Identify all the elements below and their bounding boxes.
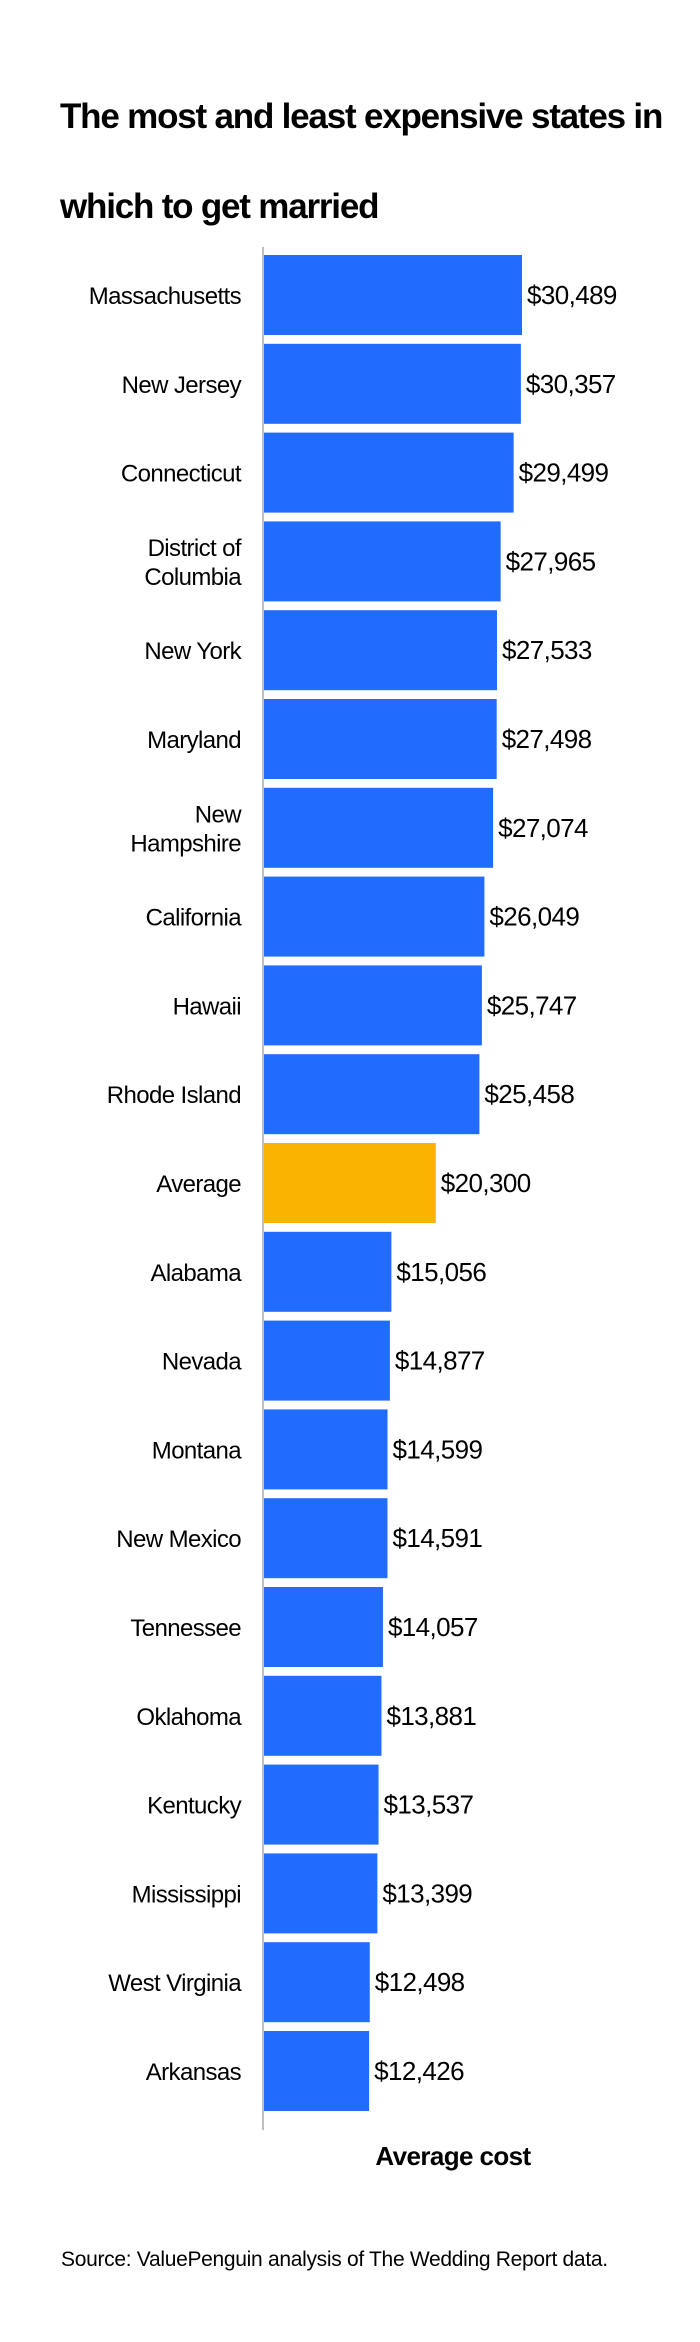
data-label: $12,426 bbox=[374, 2056, 464, 2086]
category-label: Nevada bbox=[162, 1349, 242, 1376]
data-label: $14,591 bbox=[392, 1523, 482, 1553]
category-label: Rhode Island bbox=[107, 1082, 241, 1109]
bar-west-virginia bbox=[264, 1942, 370, 2023]
category-label-line: California bbox=[146, 905, 243, 932]
category-label-line: Alabama bbox=[150, 1260, 242, 1287]
category-label: New Mexico bbox=[116, 1526, 241, 1553]
x-axis-label: Average cost bbox=[375, 2141, 531, 2171]
bar-new-york bbox=[264, 610, 497, 691]
bar-average bbox=[264, 1143, 436, 1223]
category-label-line: Maryland bbox=[147, 727, 241, 754]
category-label: New Hampshire bbox=[130, 801, 242, 857]
data-label: $13,537 bbox=[384, 1790, 474, 1820]
category-label-line: Mississippi bbox=[132, 1881, 241, 1908]
data-label: $14,877 bbox=[395, 1346, 485, 1376]
bar-kentucky bbox=[264, 1764, 379, 1845]
category-label: New York bbox=[144, 638, 242, 665]
bar-tennessee bbox=[264, 1587, 383, 1667]
data-label: $30,489 bbox=[527, 280, 617, 310]
category-label-line: New Jersey bbox=[122, 372, 242, 399]
category-label-line: Tennessee bbox=[130, 1615, 241, 1642]
category-label-line: Kentucky bbox=[147, 1793, 242, 1820]
category-label: Connecticut bbox=[121, 461, 242, 488]
data-label: $14,599 bbox=[393, 1434, 483, 1464]
category-label: Average bbox=[156, 1171, 241, 1198]
bar-alabama bbox=[264, 1231, 392, 1312]
bar-district-of-columbia bbox=[264, 521, 501, 602]
source-note: Source: ValuePenguin analysis of The Wed… bbox=[61, 2248, 608, 2271]
category-label-line: Montana bbox=[152, 1437, 242, 1464]
data-label: $12,498 bbox=[375, 1967, 465, 1997]
data-label: $13,881 bbox=[386, 1701, 476, 1731]
category-label-line: Oklahoma bbox=[136, 1704, 242, 1731]
chart-title: The most and least expensive states in w… bbox=[60, 97, 663, 226]
category-label-line: Massachusetts bbox=[89, 283, 242, 310]
category-label: Arkansas bbox=[146, 2059, 242, 2086]
category-label: Montana bbox=[152, 1437, 242, 1464]
data-label: $13,399 bbox=[382, 1878, 472, 1908]
data-label: $26,049 bbox=[489, 902, 579, 932]
category-label-line: Connecticut bbox=[121, 461, 242, 488]
bar-rhode-island bbox=[264, 1054, 480, 1135]
data-label: $15,056 bbox=[396, 1257, 486, 1287]
bar-massachusetts bbox=[264, 255, 522, 335]
data-label: $27,498 bbox=[502, 724, 592, 754]
bar-nevada bbox=[264, 1320, 390, 1401]
data-label: $25,747 bbox=[487, 990, 577, 1020]
data-label: $20,300 bbox=[441, 1168, 531, 1198]
bar-hawaii bbox=[264, 965, 482, 1046]
bar-oklahoma bbox=[264, 1675, 382, 1756]
category-label-line: New bbox=[195, 801, 242, 828]
bar-new-jersey bbox=[264, 343, 521, 424]
category-label-line: West Virginia bbox=[108, 1970, 242, 1997]
data-label: $27,074 bbox=[498, 813, 588, 843]
category-label-line: Nevada bbox=[162, 1349, 242, 1376]
category-label-line: New York bbox=[144, 638, 242, 665]
category-label: Maryland bbox=[147, 727, 241, 754]
data-label: $29,499 bbox=[519, 458, 609, 488]
category-label-line: Arkansas bbox=[146, 2059, 242, 2086]
category-label-line: Hampshire bbox=[130, 830, 241, 857]
bar-arkansas bbox=[264, 2031, 370, 2111]
category-label: District of Columbia bbox=[144, 535, 242, 591]
bar-mississippi bbox=[264, 1853, 378, 1934]
category-label-line: New Mexico bbox=[116, 1526, 241, 1553]
data-label: $27,965 bbox=[506, 546, 596, 576]
category-label: West Virginia bbox=[108, 1970, 242, 1997]
category-label: Oklahoma bbox=[136, 1704, 242, 1731]
bar-connecticut bbox=[264, 432, 514, 513]
category-label-line: Average bbox=[156, 1171, 241, 1198]
category-label: Kentucky bbox=[147, 1793, 242, 1820]
category-label-line: Hawaii bbox=[173, 993, 241, 1020]
category-label: California bbox=[146, 905, 243, 932]
bar-maryland bbox=[264, 699, 497, 779]
category-label: Hawaii bbox=[173, 993, 241, 1020]
bar-montana bbox=[264, 1409, 388, 1490]
category-label: Massachusetts bbox=[89, 283, 242, 310]
data-label: $25,458 bbox=[484, 1079, 574, 1109]
category-label: New Jersey bbox=[122, 372, 242, 399]
category-label: Mississippi bbox=[132, 1881, 241, 1908]
bar-new-hampshire bbox=[264, 787, 494, 868]
data-label: $27,533 bbox=[502, 635, 592, 665]
category-label-line: Rhode Island bbox=[107, 1082, 241, 1109]
category-label: Alabama bbox=[150, 1260, 242, 1287]
data-label: $14,057 bbox=[388, 1612, 478, 1642]
bar-new-mexico bbox=[264, 1498, 388, 1579]
bar-california bbox=[264, 876, 485, 957]
category-label: Tennessee bbox=[130, 1615, 241, 1642]
data-label: $30,357 bbox=[526, 369, 616, 399]
category-label-line: District of bbox=[148, 535, 242, 562]
category-label-line: Columbia bbox=[144, 564, 242, 591]
